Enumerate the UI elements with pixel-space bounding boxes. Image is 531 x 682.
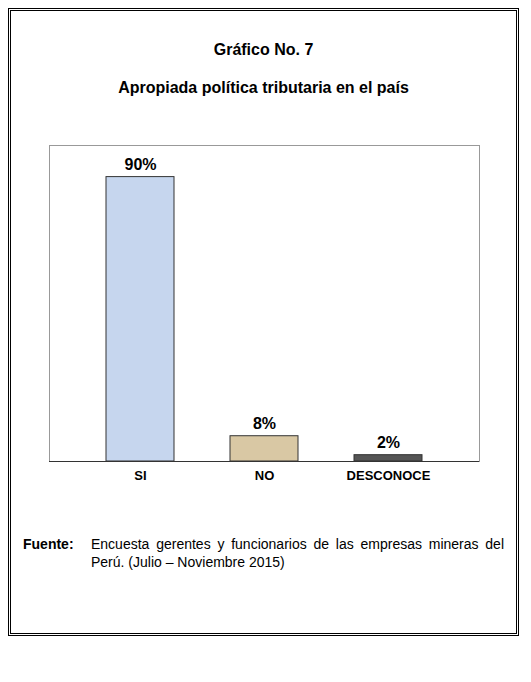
svg-text:SI: SI (134, 468, 146, 483)
html-text:Apropiada política tributaria: Apropiada política tributaria en el país (118, 79, 409, 96)
html-text:Fuente:: Fuente: (23, 536, 74, 552)
svg-text:8%: 8% (252, 415, 275, 432)
svg-text:NO: NO (254, 468, 274, 483)
svg-text:DESCONOCE: DESCONOCE (346, 468, 430, 483)
svg-text:2%: 2% (376, 434, 399, 451)
html-text:Encuesta gerentes y funcionari: Encuesta gerentes y funcionarios de las … (91, 536, 504, 570)
svg-text:90%: 90% (124, 156, 156, 173)
html-text:Gráfico No. 7: Gráfico No. 7 (213, 41, 314, 58)
